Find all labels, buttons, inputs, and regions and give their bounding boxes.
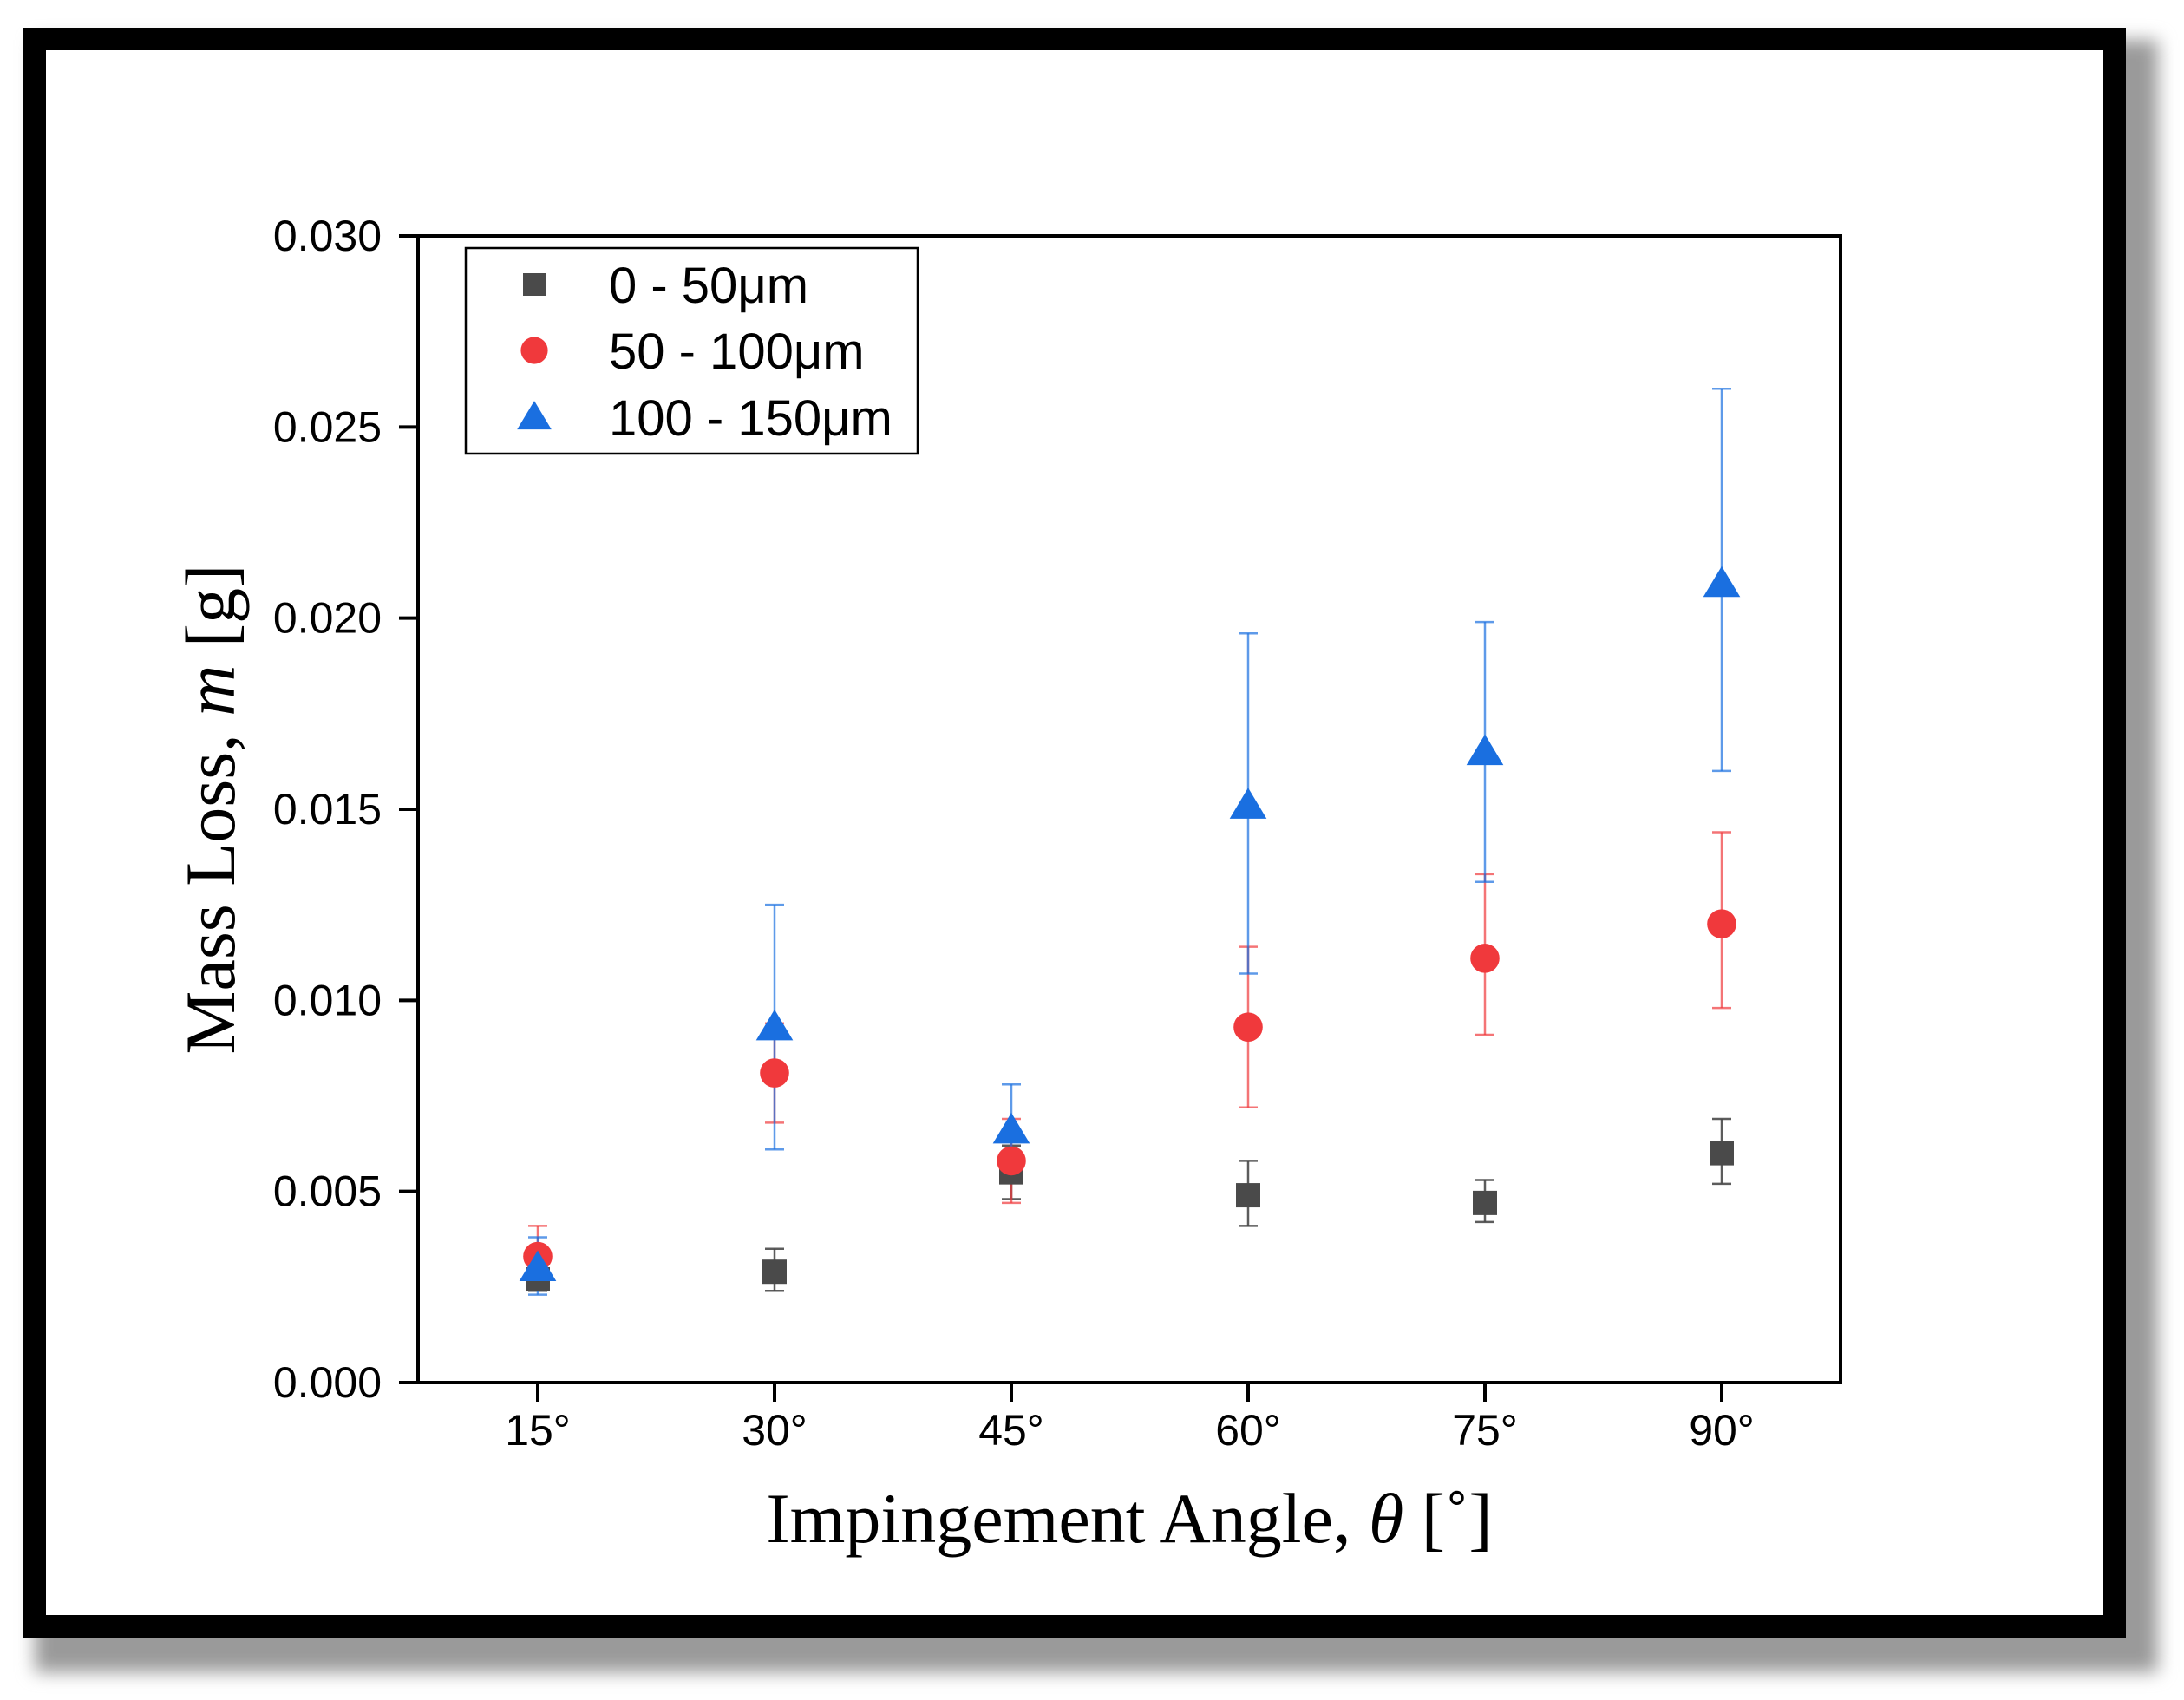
y-tick-label: 0.010 [273,976,382,1024]
data-point [1710,1141,1734,1166]
data-point [997,1146,1026,1176]
x-tick-label: 30° [742,1406,808,1455]
legend-marker [523,273,546,296]
x-tick-label: 45° [978,1406,1044,1455]
x-tick-label: 75° [1452,1406,1518,1455]
legend-label: 0 - 50μm [609,258,808,314]
data-point [1470,944,1500,973]
data-point [519,1250,557,1282]
legend-label: 50 - 100μm [609,324,865,380]
x-axis: 15° 30° 45° 60° 75° 90° [505,1383,1755,1455]
y-tick-label: 0.030 [273,212,382,260]
legend: 0 - 50μm 50 - 100μm 100 - 150μm [464,246,919,455]
data-point [1233,1012,1263,1042]
data-point [760,1058,789,1088]
data-point [1236,1183,1260,1208]
y-tick-label: 0.025 [273,402,382,451]
x-tick-label: 15° [505,1406,571,1455]
x-axis-title: Impingement Angle, θ [˚] [766,1479,1492,1558]
y-tick-label: 0.020 [273,594,382,643]
data-point [1229,788,1267,819]
x-tick-label: 60° [1215,1406,1281,1455]
y-tick-label: 0.015 [273,785,382,834]
legend-label: 100 - 150μm [609,390,893,447]
x-tick-label: 90° [1689,1406,1755,1455]
data-point [1473,1190,1497,1215]
data-markers [519,566,1741,1292]
data-point [1703,566,1741,598]
data-point [762,1259,787,1285]
y-tick-label: 0.000 [273,1358,382,1407]
legend-marker [517,401,552,430]
legend-marker [520,337,548,364]
error-bars [528,388,1731,1296]
data-point [1466,734,1504,766]
data-point [992,1112,1030,1144]
data-point [1707,909,1736,938]
y-axis-title: Mass Loss, m [g] [171,565,250,1055]
data-point [755,1009,794,1041]
y-axis: 0.000 0.005 0.010 0.015 0.020 0.025 0.030 [273,212,418,1407]
figure-frame [23,28,2126,1638]
y-tick-label: 0.005 [273,1167,382,1216]
